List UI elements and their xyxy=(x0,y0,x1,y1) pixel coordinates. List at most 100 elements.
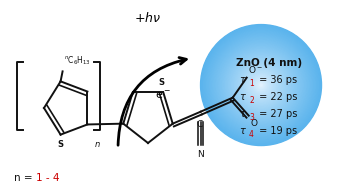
Circle shape xyxy=(202,26,320,144)
Circle shape xyxy=(232,56,291,115)
Circle shape xyxy=(258,82,264,88)
Text: O$^-$: O$^-$ xyxy=(248,64,263,75)
Circle shape xyxy=(229,53,293,117)
Circle shape xyxy=(233,57,289,113)
Circle shape xyxy=(238,62,284,108)
Text: $+h\nu$: $+h\nu$ xyxy=(135,11,162,25)
Circle shape xyxy=(205,29,317,141)
Circle shape xyxy=(250,74,272,96)
Circle shape xyxy=(216,40,306,130)
Circle shape xyxy=(254,77,268,93)
Circle shape xyxy=(211,35,311,135)
Circle shape xyxy=(231,55,291,115)
Circle shape xyxy=(240,64,282,106)
Circle shape xyxy=(230,54,292,116)
Text: = 36 ps: = 36 ps xyxy=(256,75,297,85)
Circle shape xyxy=(257,81,265,89)
Circle shape xyxy=(219,43,303,127)
Circle shape xyxy=(242,66,280,104)
Circle shape xyxy=(245,69,277,101)
Circle shape xyxy=(225,49,297,121)
Circle shape xyxy=(225,50,297,121)
Circle shape xyxy=(210,34,313,136)
Text: 4: 4 xyxy=(249,129,254,139)
Text: τ: τ xyxy=(239,92,245,102)
Circle shape xyxy=(241,65,281,105)
Circle shape xyxy=(208,32,314,138)
Circle shape xyxy=(251,74,272,96)
Circle shape xyxy=(214,38,308,132)
Text: = 27 ps: = 27 ps xyxy=(256,109,297,119)
Text: n =: n = xyxy=(14,173,36,183)
Circle shape xyxy=(214,37,308,133)
Text: τ: τ xyxy=(239,75,245,85)
Circle shape xyxy=(218,42,304,128)
Circle shape xyxy=(251,75,271,95)
Circle shape xyxy=(260,84,262,86)
Text: = 19 ps: = 19 ps xyxy=(256,126,297,136)
Circle shape xyxy=(246,70,276,100)
Circle shape xyxy=(244,68,278,102)
Circle shape xyxy=(224,48,298,122)
Circle shape xyxy=(254,78,268,92)
Text: τ: τ xyxy=(239,109,245,119)
Circle shape xyxy=(244,68,278,102)
Circle shape xyxy=(213,37,310,133)
Text: 3: 3 xyxy=(249,113,254,122)
Circle shape xyxy=(249,73,273,97)
Text: C: C xyxy=(197,120,203,129)
Text: n: n xyxy=(94,140,100,149)
Circle shape xyxy=(235,59,287,112)
Circle shape xyxy=(228,52,294,118)
Circle shape xyxy=(223,47,299,123)
Circle shape xyxy=(252,76,270,94)
Circle shape xyxy=(243,67,279,103)
Circle shape xyxy=(220,44,302,126)
Circle shape xyxy=(212,36,310,134)
Text: τ: τ xyxy=(239,126,245,136)
Circle shape xyxy=(201,25,321,146)
Circle shape xyxy=(209,33,313,137)
Circle shape xyxy=(248,72,274,98)
Circle shape xyxy=(255,79,267,91)
Circle shape xyxy=(238,62,284,108)
Circle shape xyxy=(219,43,303,127)
Circle shape xyxy=(204,28,318,142)
Text: $^n$C$_6$H$_{13}$: $^n$C$_6$H$_{13}$ xyxy=(64,55,91,67)
Circle shape xyxy=(236,60,286,110)
Circle shape xyxy=(221,45,301,125)
Circle shape xyxy=(232,56,290,114)
Circle shape xyxy=(247,71,275,99)
Circle shape xyxy=(237,61,285,109)
Circle shape xyxy=(226,50,296,120)
Circle shape xyxy=(241,65,281,105)
Circle shape xyxy=(259,83,263,87)
Text: = 22 ps: = 22 ps xyxy=(256,92,297,102)
Circle shape xyxy=(235,59,287,111)
Circle shape xyxy=(260,84,262,87)
Text: ZnO (4 nm): ZnO (4 nm) xyxy=(236,58,302,68)
Circle shape xyxy=(201,25,321,145)
Circle shape xyxy=(253,77,270,93)
Circle shape xyxy=(217,41,305,129)
Circle shape xyxy=(234,58,288,112)
Circle shape xyxy=(206,31,316,139)
Circle shape xyxy=(216,40,306,130)
Text: 1 - 4: 1 - 4 xyxy=(36,173,60,183)
Text: S: S xyxy=(158,78,164,87)
Text: 2: 2 xyxy=(249,96,254,105)
Circle shape xyxy=(215,39,307,131)
Text: O: O xyxy=(251,119,258,128)
FancyArrowPatch shape xyxy=(118,57,186,145)
Circle shape xyxy=(257,81,265,90)
Circle shape xyxy=(204,28,318,143)
Circle shape xyxy=(247,71,275,99)
Circle shape xyxy=(211,34,312,136)
Circle shape xyxy=(203,27,319,143)
Text: e$^-$: e$^-$ xyxy=(155,89,171,101)
Text: 1: 1 xyxy=(249,79,254,88)
Text: N: N xyxy=(197,150,204,159)
Circle shape xyxy=(256,80,266,90)
Circle shape xyxy=(239,63,283,107)
Circle shape xyxy=(207,31,315,139)
